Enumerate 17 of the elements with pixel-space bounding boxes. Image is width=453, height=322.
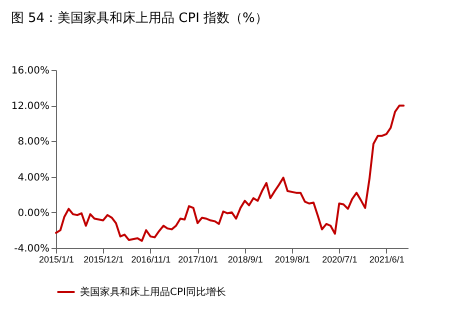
x-tick-label: 2015/12/1	[84, 254, 124, 264]
x-tick-label: 2015/1/1	[38, 254, 74, 264]
x-tick-label: 2019/8/1	[274, 254, 310, 264]
x-tick-label: 2016/11/1	[131, 254, 171, 264]
y-tick-label: 8.00%	[18, 136, 50, 148]
y-tick-label: 4.00%	[18, 172, 50, 184]
x-tick-label: 2017/10/1	[178, 254, 218, 264]
x-tick-label: 2018/9/1	[228, 254, 263, 264]
x-tick-label: 2021/6/1	[369, 254, 404, 264]
y-tick-label: 16.00%	[11, 66, 50, 76]
chart-title: 图 54：美国家具和床上用品 CPI 指数（%）	[10, 10, 268, 26]
y-tick-label: 0.00%	[18, 208, 50, 219]
legend-label: 美国家具和床上用品CPI同比增长	[80, 286, 226, 298]
line-series	[55, 104, 405, 242]
y-tick-label: -4.00%	[14, 244, 50, 254]
x-tick-label: 2020/7/1	[322, 254, 358, 264]
y-tick-label: 12.00%	[11, 101, 50, 112]
